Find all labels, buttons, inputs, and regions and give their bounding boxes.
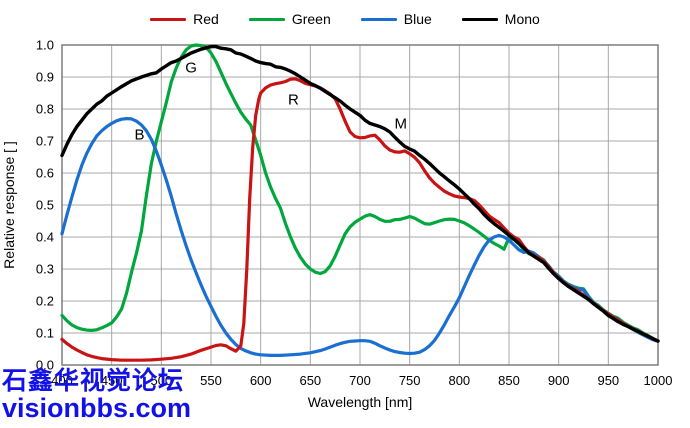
curve-annotation-m: M	[394, 115, 407, 132]
x-axis-title: Wavelength [nm]	[308, 394, 413, 410]
x-tick-label: 1000	[644, 373, 673, 388]
plot-border	[61, 44, 659, 366]
x-tick-label: 400	[51, 373, 73, 388]
y-tick-label: 0.9	[36, 70, 54, 85]
chart-legend: Red Green Blue Mono	[0, 8, 690, 30]
legend-item-green: Green	[248, 11, 331, 27]
x-tick-label: 700	[349, 373, 371, 388]
legend-swatch-red	[150, 17, 187, 21]
y-tick-label: 1.0	[36, 38, 54, 53]
y-tick-label: 0.1	[36, 326, 54, 341]
legend-label: Blue	[403, 11, 432, 27]
legend-swatch-green	[248, 17, 285, 21]
curve-annotation-b: B	[134, 127, 144, 144]
legend-swatch-blue	[360, 17, 397, 21]
x-tick-label: 500	[150, 373, 172, 388]
legend-label: Mono	[504, 11, 540, 27]
legend-item-blue: Blue	[360, 11, 432, 27]
x-tick-label: 800	[448, 373, 470, 388]
legend-item-mono: Mono	[461, 11, 540, 27]
x-tick-label: 650	[299, 373, 321, 388]
legend-label: Green	[291, 11, 331, 27]
y-tick-label: 0.5	[36, 198, 54, 213]
x-tick-label: 600	[250, 373, 272, 388]
curve-annotation-g: G	[185, 59, 197, 76]
legend-swatch-mono	[461, 17, 498, 21]
x-tick-label: 550	[200, 373, 222, 388]
x-tick-label: 950	[597, 373, 619, 388]
y-tick-label: 0.0	[36, 358, 54, 373]
x-tick-label: 850	[498, 373, 520, 388]
y-tick-label: 0.6	[36, 166, 54, 181]
x-tick-label: 750	[399, 373, 421, 388]
y-tick-label: 0.8	[36, 102, 54, 117]
legend-item-red: Red	[150, 12, 219, 26]
y-axis-title: Relative response [ ]	[1, 141, 17, 269]
y-tick-label: 0.7	[36, 134, 54, 149]
y-tick-label: 0.4	[36, 230, 54, 245]
legend-label: Red	[193, 11, 219, 27]
x-tick-label: 900	[548, 373, 570, 388]
curve-annotation-r: R	[288, 91, 299, 108]
x-tick-label: 450	[101, 373, 123, 388]
curve-mono	[60, 44, 660, 343]
y-tick-label: 0.3	[36, 262, 54, 277]
y-tick-label: 0.2	[36, 294, 54, 309]
